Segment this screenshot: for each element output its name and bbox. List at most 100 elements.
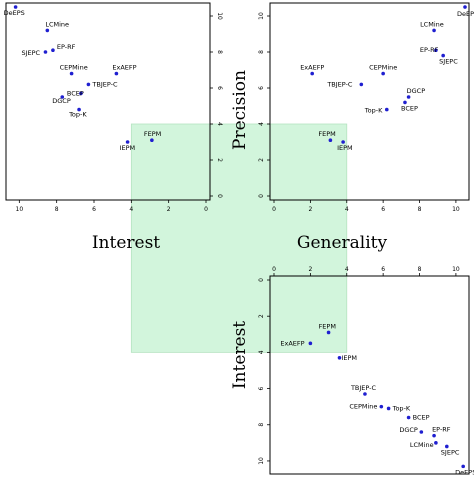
data-point-dgcp: [419, 430, 424, 434]
y-tick-label: 4: [216, 122, 223, 126]
precision-axis-label: Precision: [230, 70, 250, 150]
data-point-cepmine: [379, 404, 384, 409]
point-label: IEPM: [120, 144, 136, 152]
point-label: TBJEP-C: [350, 384, 377, 392]
x-tick-label: 10: [452, 266, 460, 273]
point-label: IEPM: [337, 144, 353, 152]
point-label: EP-RF: [432, 426, 451, 434]
data-point-cepmine: [69, 71, 74, 76]
x-tick-label: 8: [55, 206, 59, 213]
point-label: CEPMine: [60, 64, 88, 72]
point-label: TBJEP-C: [91, 80, 118, 88]
point-label: EP-RF: [420, 46, 439, 54]
point-label: ExAEFP: [112, 64, 136, 72]
data-point-dgcp: [60, 95, 65, 99]
point-label: BCEP: [67, 89, 84, 97]
point-label: DeEPS: [4, 9, 25, 17]
point-label: BCEP: [413, 414, 430, 422]
y-tick-label: 6: [216, 86, 223, 90]
point-label: SJEPC: [439, 58, 458, 66]
generality-vs-interest-frame: [269, 275, 470, 475]
point-label: BCEP: [401, 104, 418, 112]
data-point-deeps: [463, 5, 467, 9]
point-label: LCMine: [420, 20, 444, 28]
x-tick-label: 2: [308, 266, 312, 273]
data-point-lcmine: [45, 28, 50, 33]
x-tick-label: 2: [167, 206, 171, 213]
point-label: SJEPC: [441, 448, 460, 456]
point-label: CEPMine: [349, 403, 377, 411]
x-tick-label: 8: [418, 206, 422, 213]
point-label: DGCP: [399, 426, 418, 434]
point-label: FEPM: [318, 130, 335, 138]
x-tick-label: 0: [204, 206, 208, 213]
data-point-iepm: [341, 140, 345, 144]
y-tick-label: 8: [216, 50, 223, 54]
data-point-deeps: [13, 5, 18, 9]
x-tick-label: 0: [272, 266, 276, 273]
point-label: FEPM: [319, 322, 336, 330]
point-label: CEPMine: [369, 64, 397, 72]
point-label: Top-K: [392, 404, 411, 412]
point-label: DeEPS: [457, 10, 474, 18]
point-label: Top-K: [68, 111, 87, 119]
data-point-iepm: [337, 356, 342, 360]
data-point-ep-rf: [432, 433, 436, 438]
y-tick-label: 6: [258, 86, 265, 90]
y-tick-label: 8: [258, 50, 265, 54]
point-label: ExAEFP: [280, 339, 304, 347]
point-label: EP-RF: [57, 43, 76, 51]
x-tick-label: 8: [418, 266, 422, 273]
data-point-fepm: [326, 330, 331, 335]
data-point-iepm: [125, 140, 130, 144]
point-label: Top-K: [364, 107, 383, 115]
data-point-top-k: [77, 107, 81, 112]
point-label: LCMine: [45, 20, 69, 28]
y-tick-label: 2: [258, 158, 265, 162]
data-point-bcep: [79, 91, 83, 96]
data-point-cepmine: [381, 71, 385, 76]
highlight-region: [130, 123, 348, 353]
data-point-tbjep-c: [86, 82, 91, 87]
y-tick-label: 0: [216, 194, 223, 198]
data-point-lcmine: [432, 28, 436, 33]
data-point-top-k: [386, 406, 391, 411]
x-tick-label: 4: [345, 266, 349, 273]
y-tick-label: 4: [258, 350, 265, 354]
data-point-fepm: [328, 138, 333, 142]
y-tick-label: 8: [258, 423, 265, 427]
data-point-tbjep-c: [359, 82, 364, 87]
point-label: ExAEFP: [300, 64, 324, 72]
x-tick-label: 6: [92, 206, 96, 213]
x-tick-label: 10: [452, 206, 460, 213]
y-tick-label: 0: [258, 278, 265, 282]
point-label: TBJEP-C: [326, 80, 353, 88]
data-point-exaefp: [114, 71, 119, 76]
data-point-sjepc: [445, 444, 449, 449]
y-tick-label: 10: [216, 12, 223, 20]
generality-vs-precision-frame: [269, 2, 470, 201]
data-point-exaefp: [308, 341, 313, 346]
point-label: DeEPS: [455, 468, 474, 476]
y-tick-label: 4: [258, 122, 265, 126]
interest-axis-label: Interest: [92, 233, 160, 253]
generality-vs-interest-panel: 0 2 4 6 8 10 0 2 4 6 8 10 FEPM ExAEFP IEPM TBJEP-C CEPMi…: [258, 266, 474, 476]
data-point-sjepc: [441, 53, 445, 58]
y-tick-label: 6: [258, 386, 265, 390]
data-point-tbjep-c: [363, 392, 367, 396]
x-tick-label: 6: [381, 266, 385, 273]
y-tick-label: 10: [258, 457, 265, 465]
y-tick-label: 2: [258, 314, 265, 318]
x-tick-label: 4: [129, 206, 133, 213]
interest-vertical-axis-label: Interest: [230, 321, 250, 389]
data-point-exaefp: [310, 71, 315, 76]
data-point-sjepc: [43, 50, 48, 54]
interest-vs-precision-panel: 10 8 6 4 2 0 0 2 4 6 8 10 DeEPS LCMine SJEPC EP-RF CEPMi…: [4, 2, 223, 213]
x-tick-label: 0: [272, 206, 276, 213]
data-point-ep-rf: [51, 48, 55, 52]
point-label: LCMine: [410, 441, 434, 449]
point-label: DGCP: [52, 97, 71, 105]
point-label: FEPM: [144, 130, 161, 138]
